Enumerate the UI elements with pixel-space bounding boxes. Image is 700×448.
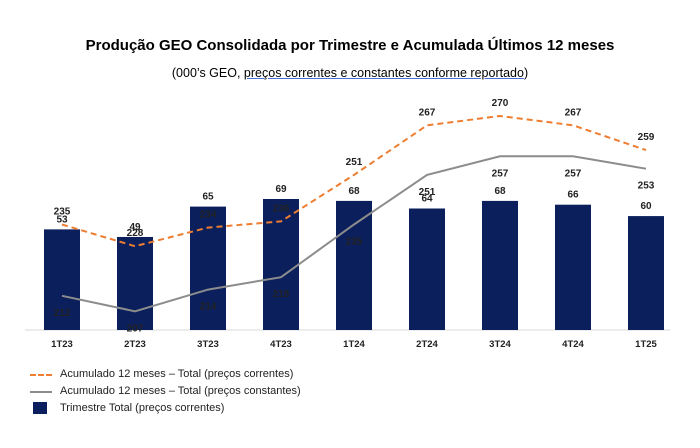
x-tick-2T23: 2T23 <box>124 339 146 350</box>
bar-3T24 <box>482 200 518 330</box>
x-tick-1T24: 1T24 <box>343 339 365 350</box>
line-current-prices-label-1T24: 251 <box>346 157 363 168</box>
subtitle-prefix: (000’s GEO, <box>171 66 244 80</box>
bar-label-2T23: 49 <box>129 222 141 233</box>
bar-label-1T23: 53 <box>56 214 68 225</box>
line-constant-prices-label-1T23: 212 <box>54 308 71 319</box>
line-current-prices-label-3T23: 234 <box>200 210 217 221</box>
x-tick-3T24: 3T24 <box>489 339 511 350</box>
bar-label-1T24: 68 <box>348 186 360 197</box>
line-constant-prices-label-1T24: 235 <box>346 237 363 248</box>
line-constant-prices-label-1T25: 253 <box>638 181 655 192</box>
line-current-prices-label-1T23: 235 <box>54 207 71 218</box>
legend-item-current: Acumulado 12 meses – Total (preços corre… <box>30 366 293 382</box>
line-constant-prices-label-3T24: 257 <box>492 168 509 179</box>
x-tick-4T24: 4T24 <box>562 339 584 350</box>
bar-label-3T23: 65 <box>202 192 214 203</box>
bar-1T24 <box>336 200 372 330</box>
subtitle-suffix: ) <box>523 66 529 80</box>
legend-label-current: Acumulado 12 meses – Total (preços corre… <box>60 368 294 380</box>
line-current-prices-label-2T24: 267 <box>419 107 436 118</box>
bar-label-4T24: 66 <box>567 190 579 201</box>
line-constant-prices-label-2T23: 207 <box>127 323 144 334</box>
bar-1T23 <box>44 229 80 330</box>
chart-title: Produção GEO Consolidada por Trimestre e… <box>85 37 615 54</box>
line-current-prices-label-2T23: 228 <box>127 228 144 239</box>
bar-label-1T25: 60 <box>640 201 652 212</box>
x-tick-1T23: 1T23 <box>51 339 73 350</box>
bar-label-2T24: 64 <box>421 193 433 204</box>
legend-label-quarter: Trimestre Total (preços correntes) <box>60 402 225 414</box>
legend-dashed-line-swatch <box>30 368 52 380</box>
x-tick-2T24: 2T24 <box>416 339 438 350</box>
line-current-prices-label-3T24: 270 <box>492 98 509 109</box>
line-current-prices <box>61 114 647 248</box>
line-constant-prices-label-2T24: 251 <box>419 187 436 198</box>
line-constant-prices-label-3T23: 214 <box>200 302 217 313</box>
subtitle-underlined: preços correntes e constantes conforme r… <box>243 66 524 80</box>
bar-4T23 <box>263 199 299 330</box>
chart-subtitle: (000’s GEO, preços correntes e constante… <box>0 66 700 80</box>
legend-label-constant: Acumulado 12 meses – Total (preços const… <box>60 385 301 397</box>
line-current-prices-label-1T25: 259 <box>638 132 655 143</box>
x-tick-1T25: 1T25 <box>635 339 657 350</box>
bar-4T24 <box>555 204 591 330</box>
bar-label-4T23: 69 <box>275 184 287 195</box>
x-tick-3T23: 3T23 <box>197 339 219 350</box>
bar-1T25 <box>628 216 664 330</box>
bar-2T24 <box>409 208 445 330</box>
line-current-prices-label-4T24: 267 <box>565 107 582 118</box>
line-constant-prices-label-4T23: 218 <box>273 289 290 300</box>
x-tick-4T23: 4T23 <box>270 339 292 350</box>
line-current-prices-label-4T23: 236 <box>273 203 290 214</box>
line-constant-prices-label-4T24: 257 <box>565 168 582 179</box>
legend-item-constant: Acumulado 12 meses – Total (preços const… <box>30 383 301 399</box>
line-constant-prices <box>61 155 647 313</box>
legend-bar-swatch <box>30 402 52 414</box>
legend-solid-line-swatch <box>30 385 52 397</box>
legend-item-quarter: Trimestre Total (preços correntes) <box>30 400 224 416</box>
bar-2T23 <box>117 236 153 330</box>
bar-label-3T24: 68 <box>494 186 506 197</box>
